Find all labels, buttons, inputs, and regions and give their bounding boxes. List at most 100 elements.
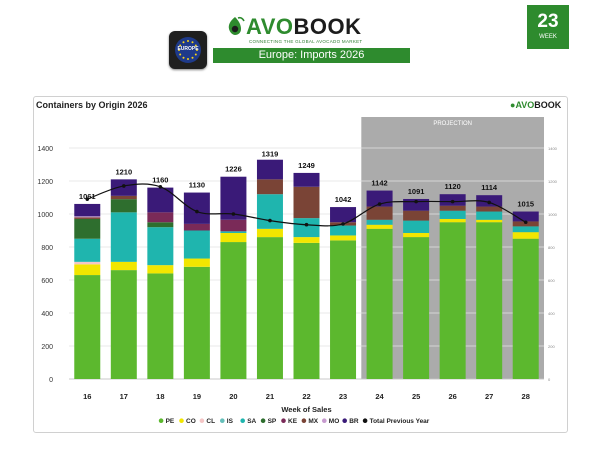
y-tick-label-right: 1000 — [548, 212, 558, 217]
week-label: WEEK — [539, 34, 557, 40]
legend-label: IS — [227, 418, 234, 425]
bar-total-label: 1061 — [79, 192, 96, 201]
bar-segment-mx — [74, 217, 101, 219]
bar-segment-pe — [512, 238, 539, 379]
x-tick-label: 20 — [229, 392, 237, 401]
legend-marker-cl — [199, 418, 205, 424]
bar-total-label: 1319 — [262, 149, 279, 158]
bar-total-label: 1015 — [517, 200, 534, 209]
bar-segment-co — [220, 232, 247, 243]
legend-label: CO — [186, 418, 196, 425]
bar-segment-mx — [476, 206, 503, 212]
y-tick-label: 1000 — [37, 212, 53, 219]
legend-label: Total Previous Year — [370, 418, 430, 425]
x-tick-label: 22 — [302, 392, 310, 401]
bar-segment-co — [366, 224, 393, 229]
bar-segment-co — [476, 219, 503, 223]
week-indicator: 23 WEEK — [527, 5, 569, 49]
bar-segment-sp — [147, 222, 174, 228]
y-tick-label-right: 600 — [548, 278, 555, 283]
eu-stars-icon — [178, 40, 198, 60]
projection-label: PROJECTION — [433, 121, 472, 127]
bar-segment-mx — [403, 210, 430, 221]
bar-segment-co — [74, 264, 101, 276]
bar-segment-pe — [220, 242, 247, 379]
bar-segment-br — [512, 211, 539, 222]
bar-segment-sp — [110, 199, 137, 213]
legend-marker-sp — [260, 418, 266, 424]
bar-segment-mx — [256, 179, 283, 195]
x-tick-label: 19 — [193, 392, 201, 401]
bar-segment-mx — [110, 195, 137, 200]
bar-segment-co — [403, 232, 430, 238]
legend-marker-mo — [322, 418, 327, 424]
bar-segment-mx — [439, 205, 466, 211]
y-tick-label-right: 200 — [548, 344, 555, 349]
bar-segment-sa — [74, 238, 101, 262]
y-tick-label: 400 — [41, 311, 53, 318]
legend-marker-sa — [240, 418, 245, 424]
bar-segment-mo — [74, 216, 101, 218]
previous-year-point — [85, 197, 90, 201]
y-tick-label: 800 — [41, 245, 53, 252]
legend-marker-is — [220, 418, 225, 424]
legend-label: MO — [329, 418, 339, 425]
page-title: Europe: Imports 2026 — [213, 48, 410, 63]
legend-marker-total-previous-year — [362, 418, 368, 424]
y-tick-label-right: 1400 — [548, 146, 558, 151]
bar-segment-cl — [74, 261, 101, 265]
bar-segment-pe — [366, 228, 393, 379]
y-tick-label: 0 — [49, 377, 53, 384]
previous-year-point — [158, 184, 163, 189]
bar-segment-br — [330, 207, 357, 223]
bar-total-label: 1091 — [408, 187, 425, 196]
legend-marker-co — [179, 418, 184, 424]
x-tick-label: 28 — [522, 392, 530, 401]
bar-total-label: 1160 — [152, 176, 168, 185]
previous-year-point — [122, 184, 126, 188]
bar-segment-pe — [439, 222, 466, 379]
bar-segment-br — [74, 203, 101, 217]
previous-year-point — [377, 202, 382, 206]
bar-segment-br — [183, 192, 210, 224]
bar-segment-sa — [512, 226, 539, 233]
previous-year-point — [341, 222, 345, 226]
bar-segment-sa — [293, 218, 320, 238]
legend-label: PE — [166, 418, 175, 425]
bar-segment-co — [293, 237, 320, 243]
legend-label: CL — [206, 418, 215, 425]
bar-segment-pe — [74, 275, 101, 379]
mini-logo: ●AVOBOOK — [510, 100, 562, 110]
x-tick-label: 26 — [448, 392, 456, 401]
previous-year-point — [450, 199, 455, 204]
bar-segment-co — [512, 232, 539, 239]
previous-year-point — [195, 209, 199, 214]
bar-segment-br — [256, 159, 283, 180]
y-tick-label-right: 800 — [548, 245, 555, 250]
bar-total-label: 1249 — [298, 161, 315, 170]
x-tick-label: 25 — [412, 392, 420, 401]
bar-segment-ke — [220, 219, 247, 232]
bar-segment-pe — [476, 222, 503, 379]
bar-segment-ke — [183, 223, 210, 231]
avobook-logo: AVOBOOK CONNECTING THE GLOBAL AVOCADO MA… — [224, 14, 414, 46]
bar-segment-sa — [220, 231, 247, 233]
y-tick-label-right: 1200 — [548, 179, 558, 184]
logo-tagline: CONNECTING THE GLOBAL AVOCADO MARKET — [249, 39, 363, 44]
bar-segment-sa — [439, 210, 466, 219]
bar-segment-br — [403, 198, 430, 211]
bar-segment-sa — [330, 225, 357, 236]
bar-segment-br — [293, 172, 320, 187]
x-tick-label: 21 — [266, 392, 274, 401]
europe-badge: EUROPE — [169, 31, 207, 69]
bar-segment-pe — [256, 237, 283, 379]
x-axis-title: Week of Sales — [281, 405, 331, 414]
legend-label: SA — [247, 418, 256, 425]
bar-segment-co — [330, 235, 357, 241]
badge-label: EUROPE — [177, 46, 199, 52]
y-tick-label: 1200 — [37, 179, 53, 186]
eu-flag-icon: EUROPE — [175, 37, 201, 63]
y-tick-label: 600 — [41, 278, 53, 285]
legend-label: BR — [349, 418, 359, 425]
